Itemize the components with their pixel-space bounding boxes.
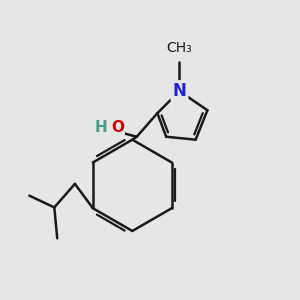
Text: N: N (172, 82, 186, 100)
Text: H: H (94, 120, 107, 135)
Text: O: O (111, 120, 124, 135)
Text: CH₃: CH₃ (167, 41, 192, 55)
